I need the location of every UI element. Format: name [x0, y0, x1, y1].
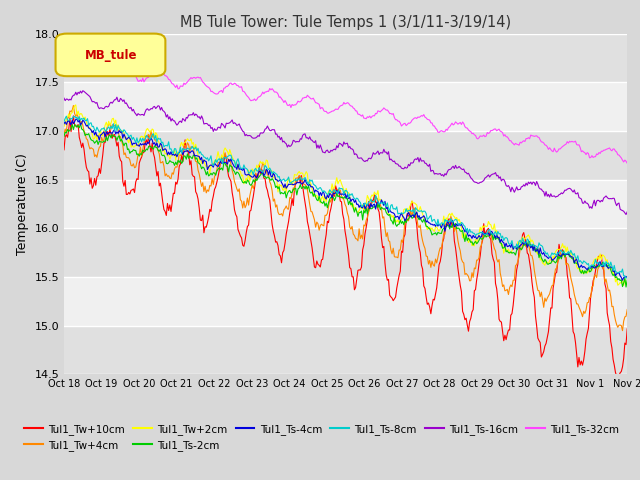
Text: MB_tule: MB_tule [84, 48, 137, 61]
Bar [64, 228, 627, 277]
Bar [64, 180, 627, 228]
Bar [64, 34, 627, 82]
Bar [64, 326, 627, 374]
Bar [64, 82, 627, 131]
Bar [64, 131, 627, 180]
Title: MB Tule Tower: Tule Temps 1 (3/1/11-3/19/14): MB Tule Tower: Tule Temps 1 (3/1/11-3/19… [180, 15, 511, 30]
Bar [64, 277, 627, 326]
FancyBboxPatch shape [56, 34, 165, 76]
Legend: Tul1_Tw+10cm, Tul1_Tw+4cm, Tul1_Tw+2cm, Tul1_Ts-2cm, Tul1_Ts-4cm, Tul1_Ts-8cm, T: Tul1_Tw+10cm, Tul1_Tw+4cm, Tul1_Tw+2cm, … [24, 424, 620, 451]
Y-axis label: Temperature (C): Temperature (C) [16, 153, 29, 255]
